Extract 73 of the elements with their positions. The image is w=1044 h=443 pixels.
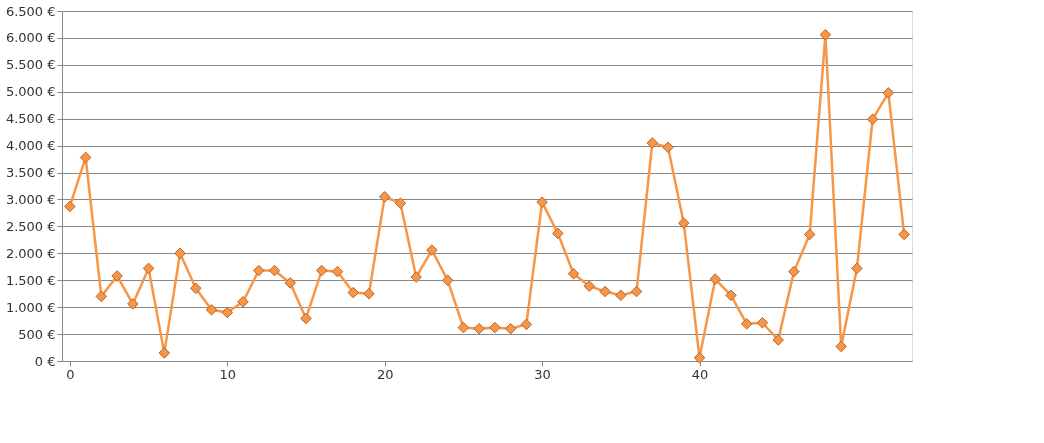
point [426, 244, 438, 256]
point [599, 285, 611, 298]
x-tick-label: 10 [219, 366, 237, 382]
y-tick-label: 3.000 € [5, 191, 56, 207]
point [866, 113, 879, 125]
point [788, 265, 800, 278]
x-tick-label: 40 [691, 366, 709, 382]
point [520, 318, 533, 331]
point [158, 347, 171, 359]
point [725, 289, 737, 302]
point [772, 334, 784, 346]
y-tick-label: 5.000 € [5, 84, 56, 100]
y-tick-label: 6.500 € [5, 3, 56, 19]
point [394, 197, 407, 209]
point [662, 141, 674, 153]
point [756, 317, 769, 329]
point [378, 191, 391, 203]
point [347, 286, 359, 299]
y-tick-label: 3.500 € [5, 165, 56, 181]
y-tick-label: 2.000 € [5, 245, 56, 261]
point [127, 298, 139, 310]
point [174, 247, 186, 260]
point [284, 277, 296, 289]
point [457, 321, 470, 334]
point [882, 87, 895, 99]
point [898, 228, 910, 241]
point [315, 264, 328, 277]
point [615, 289, 627, 302]
point [646, 137, 659, 149]
x-tick-label: 20 [376, 366, 394, 382]
point [504, 322, 517, 335]
point [253, 264, 265, 277]
y-tick-label: 4.000 € [5, 138, 56, 154]
y-tick-label: 2.500 € [5, 218, 56, 234]
point [552, 227, 564, 240]
point [536, 196, 548, 208]
point [740, 318, 753, 330]
x-tick-label: 30 [534, 366, 551, 382]
point [237, 296, 249, 308]
point [473, 322, 485, 335]
point [441, 274, 454, 286]
y-tick-label: 4.500 € [5, 111, 56, 127]
y-tick-label: 1.500 € [5, 272, 56, 288]
y-tick-label: 500 € [18, 326, 56, 342]
point [190, 282, 202, 295]
point [142, 262, 155, 275]
point [567, 268, 580, 280]
point [268, 264, 281, 277]
point [95, 290, 108, 303]
point [111, 270, 123, 282]
x-tick-label: 0 [66, 366, 75, 382]
point [205, 304, 218, 316]
point [693, 352, 706, 364]
point [489, 321, 501, 334]
y-tick-label: 1.000 € [5, 299, 56, 315]
point [583, 280, 596, 292]
point [709, 273, 721, 285]
point [300, 312, 312, 325]
y-tick-label: 0 € [34, 353, 56, 369]
point [363, 287, 375, 300]
point [64, 200, 76, 213]
point [331, 265, 344, 278]
point [221, 306, 234, 319]
point [79, 151, 92, 164]
point [410, 271, 422, 283]
point [803, 228, 816, 241]
point [630, 285, 643, 298]
y-tick-label: 6.000 € [5, 30, 56, 46]
point [851, 262, 863, 275]
point [819, 28, 832, 41]
y-tick-label: 5.500 € [5, 57, 56, 73]
point [835, 340, 847, 353]
point [678, 217, 690, 229]
